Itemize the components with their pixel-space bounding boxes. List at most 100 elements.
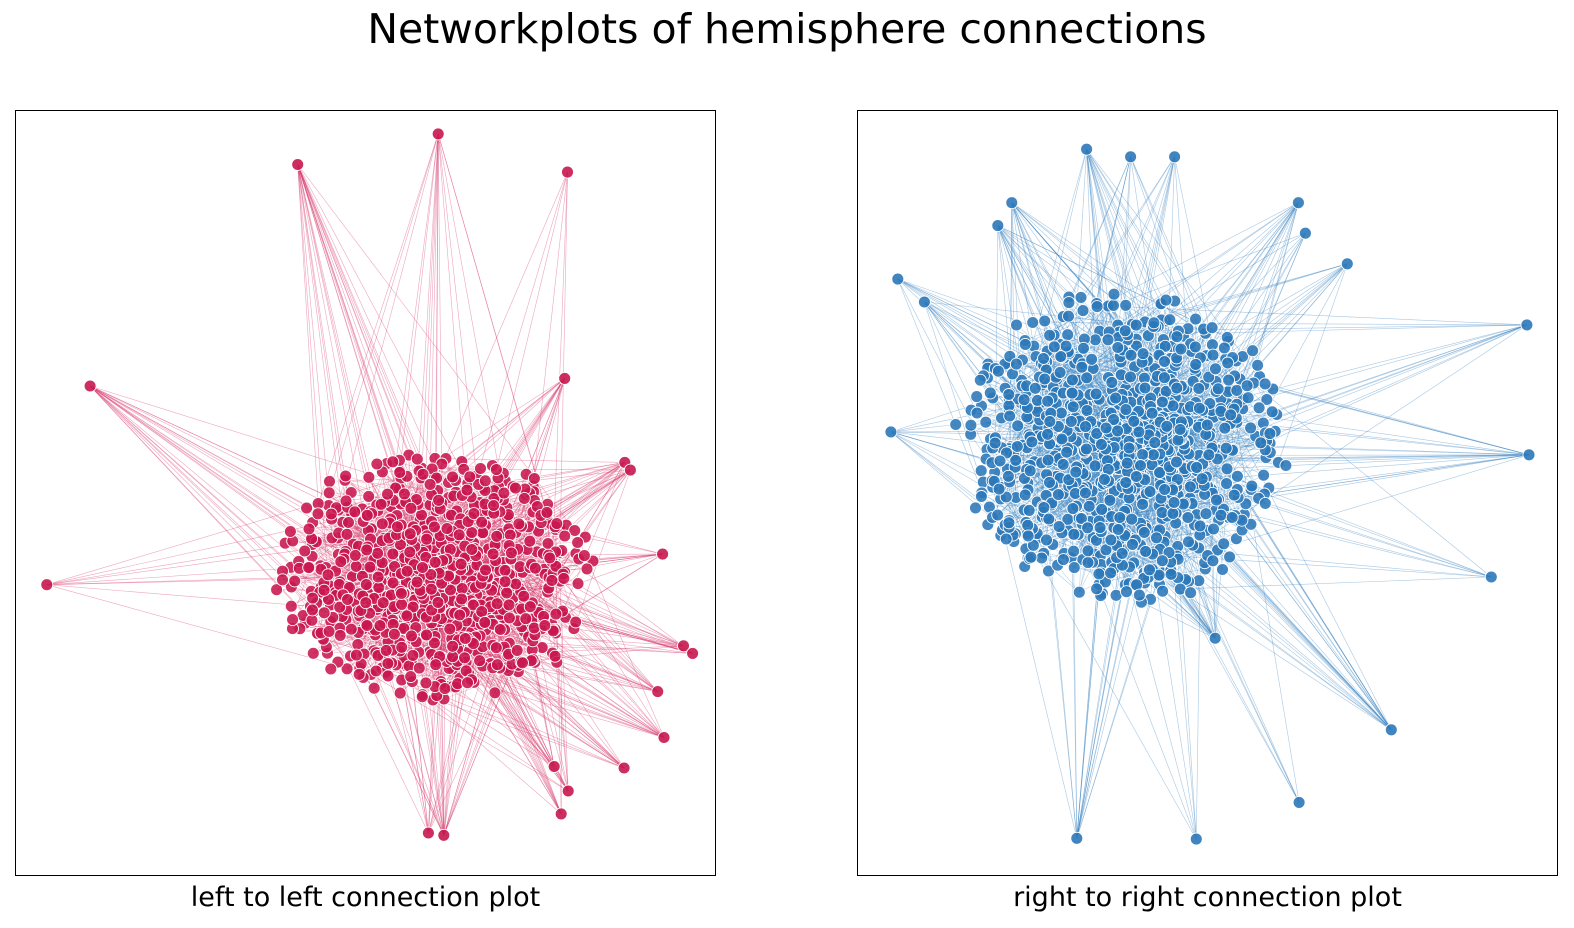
- left-outlier-node: [657, 731, 671, 744]
- left-node: [322, 486, 336, 500]
- left-node: [284, 599, 298, 613]
- right-edge: [993, 149, 1087, 482]
- left-outlier-node: [656, 547, 670, 561]
- left-edge: [297, 164, 438, 589]
- left-node: [453, 608, 467, 622]
- left-node: [523, 600, 537, 614]
- left-node: [509, 577, 523, 591]
- right-edge: [997, 225, 1228, 338]
- left-edge: [46, 584, 372, 675]
- right-edge: [1171, 346, 1266, 504]
- right-edge: [897, 278, 1155, 369]
- right-node: [1088, 333, 1102, 347]
- left-node: [538, 619, 552, 632]
- left-node: [490, 658, 504, 672]
- left-node: [432, 493, 446, 507]
- left-node: [339, 469, 353, 483]
- left-edge: [89, 385, 380, 594]
- left-node: [404, 670, 418, 684]
- left-outlier-node: [421, 826, 435, 840]
- left-node: [558, 529, 572, 543]
- left-node: [395, 640, 409, 654]
- left-node: [283, 525, 297, 538]
- right-edge: [897, 278, 1034, 347]
- left-outlier-node: [554, 807, 568, 821]
- left-node: [381, 669, 395, 683]
- left-node: [367, 681, 381, 695]
- left-plot-xlabel: left to left connection plot: [190, 882, 541, 913]
- left-edge: [89, 385, 337, 508]
- left-edge: [405, 613, 625, 769]
- right-edge: [1108, 305, 1527, 326]
- right-edge: [1130, 156, 1156, 328]
- left-node: [324, 662, 338, 676]
- left-node: [580, 562, 594, 576]
- left-node: [410, 575, 424, 589]
- right-edge: [1177, 559, 1197, 840]
- left-node: [393, 465, 407, 479]
- left-edge: [443, 655, 508, 836]
- left-node: [288, 574, 302, 588]
- left-edge: [297, 164, 319, 504]
- right-edge: [997, 225, 1011, 357]
- left-node: [341, 593, 354, 606]
- right-node: [1241, 391, 1255, 405]
- left-node: [405, 629, 418, 643]
- left-node: [404, 501, 418, 515]
- left-node: [375, 517, 389, 531]
- left-edge: [297, 164, 410, 456]
- left-node: [416, 467, 430, 481]
- left-node: [420, 628, 433, 642]
- left-node: [306, 646, 320, 660]
- left-node: [493, 623, 507, 636]
- left-node: [349, 648, 363, 662]
- left-outlier-node: [623, 463, 637, 477]
- left-nodes: [40, 127, 700, 842]
- left-node: [302, 522, 316, 536]
- left-node: [498, 575, 512, 589]
- left-node: [419, 676, 433, 690]
- right-edge: [992, 487, 1078, 839]
- left-node: [502, 611, 516, 625]
- left-node: [302, 561, 316, 575]
- right-edge: [1129, 441, 1530, 456]
- right-edge: [1183, 442, 1392, 730]
- left-edge: [466, 670, 665, 738]
- left-outlier-node: [431, 127, 445, 141]
- left-node: [486, 547, 500, 561]
- right-edge: [1011, 202, 1178, 337]
- left-node: [490, 597, 504, 611]
- left-edge: [436, 171, 568, 479]
- left-node: [374, 497, 388, 511]
- left-edge: [422, 694, 625, 769]
- left-node: [416, 561, 429, 574]
- right-edge: [1226, 263, 1348, 484]
- left-node: [397, 487, 411, 501]
- left-node: [270, 583, 284, 597]
- left-edge: [444, 688, 625, 769]
- left-node: [548, 649, 562, 663]
- right-node: [1076, 304, 1090, 318]
- right-edge: [1086, 149, 1229, 381]
- right-edge: [1076, 599, 1151, 839]
- left-edge: [89, 385, 313, 621]
- left-node: [545, 573, 559, 587]
- right-edge: [997, 225, 1228, 338]
- left-node: [519, 612, 533, 626]
- left-node: [444, 583, 457, 597]
- right-edge: [1072, 149, 1087, 380]
- right-edge: [1037, 324, 1528, 539]
- left-outlier-node: [561, 784, 575, 798]
- right-edge: [1076, 525, 1146, 839]
- left-node: [431, 595, 445, 609]
- left-node: [428, 555, 442, 569]
- left-node: [324, 507, 338, 521]
- left-node: [381, 487, 394, 501]
- left-node: [455, 592, 469, 606]
- left-node: [473, 654, 487, 668]
- left-edge: [577, 553, 663, 584]
- left-node: [510, 643, 524, 657]
- left-node: [276, 573, 289, 587]
- left-node: [400, 564, 414, 578]
- left-node: [321, 568, 335, 582]
